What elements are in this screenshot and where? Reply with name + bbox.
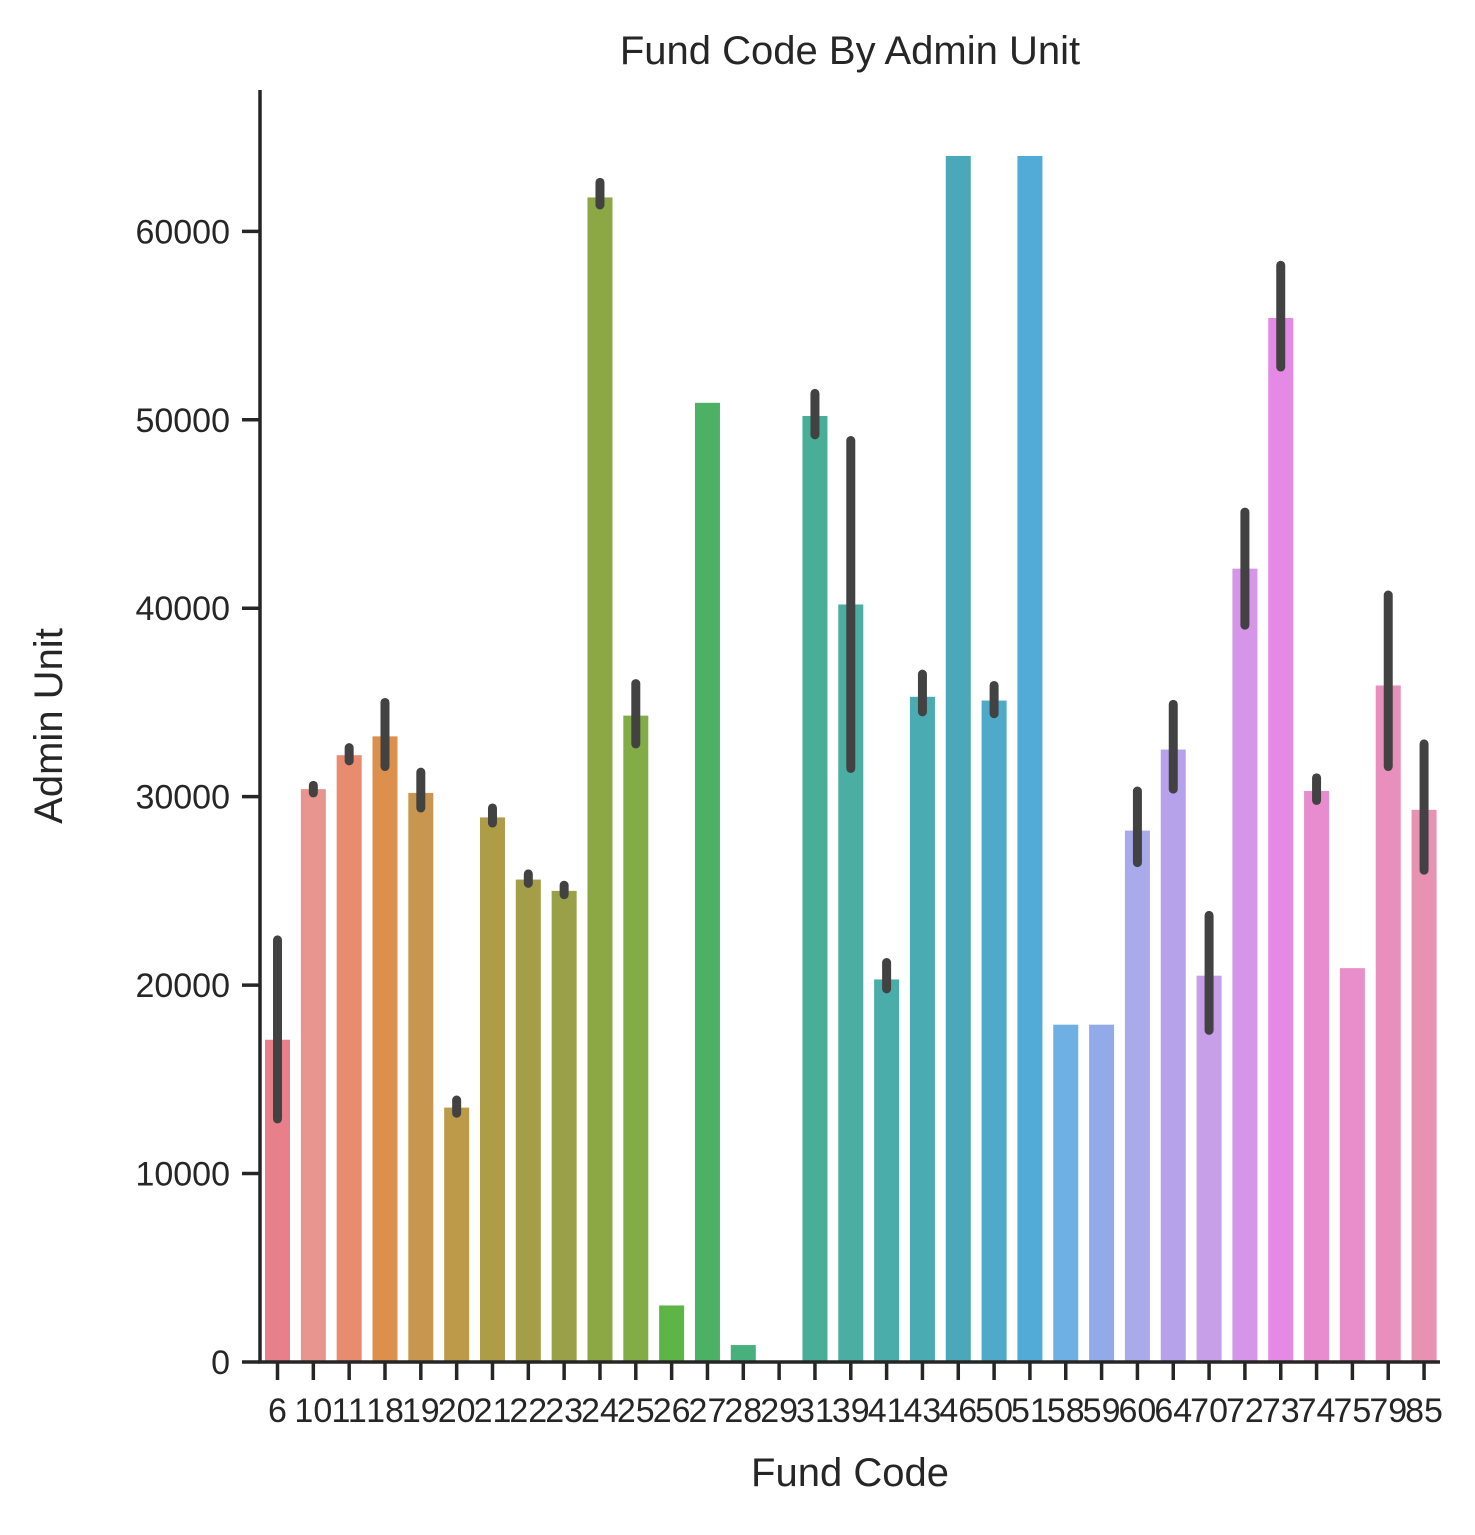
bar-20 [444, 1107, 470, 1362]
bar-31 [802, 416, 828, 1362]
bar-74 [1304, 791, 1330, 1362]
x-tick-label-51: 51 [1011, 1392, 1049, 1430]
bar-46 [945, 155, 971, 1362]
y-tick-label-60000: 60000 [135, 213, 230, 251]
bar-70 [1196, 975, 1222, 1362]
error-bars [273, 177, 1429, 1124]
x-tick-label-24: 24 [581, 1392, 619, 1430]
x-tick-label-29: 29 [760, 1392, 798, 1430]
bar-79 [1375, 685, 1401, 1362]
bar-72 [1232, 568, 1258, 1362]
x-tick-label-64: 64 [1154, 1392, 1192, 1430]
bar-27 [694, 402, 720, 1363]
x-tick-label-60: 60 [1119, 1392, 1157, 1430]
bar-64 [1160, 749, 1186, 1362]
y-tick-label-0: 0 [211, 1344, 230, 1382]
bar-11 [336, 755, 362, 1362]
bar-58 [1053, 1024, 1079, 1362]
bar-41 [874, 979, 900, 1362]
x-tick-label-59: 59 [1083, 1392, 1121, 1430]
x-tick-label-73: 73 [1262, 1392, 1300, 1430]
x-tick-label-50: 50 [975, 1392, 1013, 1430]
x-tick-label-22: 22 [509, 1392, 547, 1430]
y-tick-label-20000: 20000 [135, 967, 230, 1005]
bar-51 [1017, 155, 1043, 1362]
x-tick-label-6: 6 [268, 1392, 287, 1430]
x-tick-label-43: 43 [904, 1392, 942, 1430]
x-tick-label-19: 19 [402, 1392, 440, 1430]
bar-50 [981, 700, 1007, 1362]
x-tick-label-27: 27 [689, 1392, 727, 1430]
x-tick-label-28: 28 [724, 1392, 762, 1430]
x-tick-label-23: 23 [545, 1392, 583, 1430]
bar-43 [909, 696, 935, 1362]
x-tick-label-46: 46 [939, 1392, 977, 1430]
x-tick-label-39: 39 [832, 1392, 870, 1430]
bar-25 [623, 715, 649, 1362]
y-ticks: 0 10000 20000 30000 40000 50000 60000 [135, 213, 260, 1382]
bar-18 [372, 736, 398, 1362]
y-tick-label-10000: 10000 [135, 1156, 230, 1194]
bar-26 [659, 1305, 685, 1362]
x-tick-label-41: 41 [868, 1392, 906, 1430]
y-tick-label-30000: 30000 [135, 779, 230, 817]
bar-28 [730, 1345, 756, 1362]
x-tick-label-75: 75 [1333, 1392, 1371, 1430]
x-tick-label-11: 11 [332, 1392, 367, 1430]
x-tick-label-72: 72 [1226, 1392, 1264, 1430]
bar-23 [551, 890, 577, 1362]
x-tick-label-79: 79 [1369, 1392, 1407, 1430]
bar-60 [1124, 830, 1150, 1362]
bar-21 [479, 817, 505, 1362]
bar-24 [587, 197, 613, 1362]
x-tick-label-10: 10 [294, 1392, 332, 1430]
bar-19 [408, 792, 434, 1362]
bar-10 [300, 789, 326, 1362]
chart-title: Fund Code By Admin Unit [620, 29, 1080, 73]
y-axis-label: Admin Unit [27, 628, 71, 824]
x-tick-label-58: 58 [1047, 1392, 1085, 1430]
bar-75 [1339, 968, 1365, 1362]
y-tick-label-40000: 40000 [135, 590, 230, 628]
y-tick-label-50000: 50000 [135, 402, 230, 440]
x-tick-label-21: 21 [474, 1392, 512, 1430]
x-tick-label-25: 25 [617, 1392, 655, 1430]
x-tick-label-74: 74 [1298, 1392, 1336, 1430]
bar-73 [1268, 318, 1294, 1362]
bars [265, 155, 1437, 1363]
x-tick-label-31: 31 [796, 1392, 834, 1430]
bar-59 [1089, 1024, 1115, 1362]
x-tick-label-70: 70 [1190, 1392, 1228, 1430]
bar-22 [515, 879, 541, 1362]
x-tick-label-20: 20 [438, 1392, 476, 1430]
x-tick-label-85: 85 [1405, 1392, 1443, 1430]
bar-85 [1411, 809, 1437, 1362]
x-tick-label-26: 26 [653, 1392, 691, 1430]
x-tick-label-18: 18 [366, 1392, 404, 1430]
x-ticks: 6 10 11 18192021222324252627282931394143465… [268, 1362, 1443, 1430]
x-axis-label: Fund Code [751, 1451, 949, 1495]
